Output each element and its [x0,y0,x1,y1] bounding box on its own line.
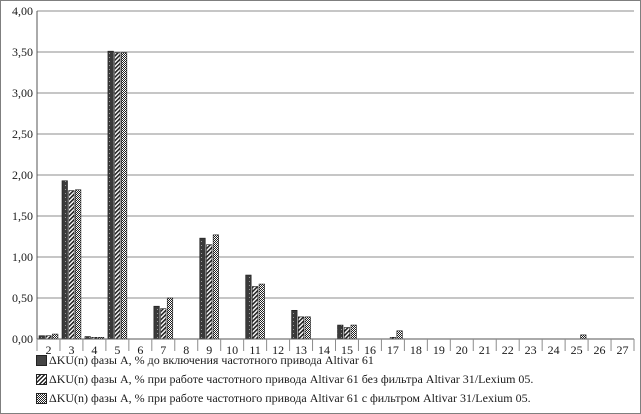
bar [350,324,357,340]
grid-lines [37,10,634,299]
x-tick-label: 5 [114,343,120,357]
x-tick-label: 2 [45,343,51,357]
legend-label: ΔKU(n) фазы А, % при работе частотного п… [49,391,531,405]
x-tick-label: 11 [249,343,261,357]
bar [121,52,128,340]
y-tick-label: 0,50 [12,291,33,305]
legend-item: ΔKU(n) фазы А, % при работе частотного п… [36,370,636,389]
bar [153,305,160,340]
y-tick-label: 4,00 [12,4,33,18]
bar [245,274,252,340]
legend-swatch [36,355,47,366]
bar [396,330,403,340]
bar [304,316,311,340]
y-tick-label: 1,00 [12,250,33,264]
x-tick-label: 10 [226,343,238,357]
x-tick-label: 7 [160,343,166,357]
bar [252,286,259,340]
bar [580,334,587,340]
bar [337,324,344,340]
bar [291,309,298,340]
x-tick-label: 4 [91,343,97,357]
x-tick-label: 22 [502,343,514,357]
bar [258,283,265,340]
y-tick-label: 0,00 [12,332,33,346]
bar [107,50,114,340]
x-tick-label: 21 [479,343,491,357]
legend-swatch [36,393,47,404]
legend-label: ΔKU(n) фазы А, % при работе частотного п… [49,372,534,386]
y-tick-label: 2,00 [12,168,33,182]
bar [114,52,121,340]
x-tick-label: 26 [594,343,606,357]
x-tick-label: 14 [318,343,330,357]
y-tick-label: 3,50 [12,45,33,59]
x-tick-label: 8 [183,343,189,357]
x-tick-label: 16 [364,343,376,357]
x-tick-label: 6 [137,343,143,357]
bar [199,237,206,340]
x-tick-label: 12 [272,343,284,357]
bar [68,190,75,340]
bar [343,327,351,340]
y-tick-label: 3,00 [12,86,33,100]
x-tick-label: 25 [571,343,583,357]
x-tick-label: 18 [410,343,422,357]
bar [75,189,82,340]
bar [212,234,219,340]
legend-item: ΔKU(n) фазы А, % при работе частотного п… [36,389,636,408]
x-tick-label: 9 [206,343,212,357]
bar [160,308,167,340]
legend: ΔKU(n) фазы А, % до включения частотного… [36,351,636,408]
bars [38,50,587,340]
x-tick-label: 13 [295,343,307,357]
y-tick-labels: 0,00 0,50 1,00 1,50 2,00 2,50 3,00 3,50 4,00 [12,4,33,346]
bar [206,244,213,340]
legend-item: ΔKU(n) фазы А, % до включения частотного… [36,351,636,370]
bar [298,316,305,340]
y-tick-label: 2,50 [12,127,33,141]
x-tick-label: 17 [387,343,399,357]
y-tick-label: 1,50 [12,209,33,223]
x-tick-label: 15 [341,343,353,357]
x-tick-label: 20 [456,343,468,357]
legend-swatch [36,374,47,385]
x-tick-labels: 2 3 4 5 6 7 8 9 10 11 12 13 14 15 16 17 18 19 20 21 22 23 24 25… [45,343,628,357]
bar [61,180,68,340]
axes [36,11,635,351]
x-tick-label: 3 [68,343,74,357]
x-tick-label: 27 [617,343,629,357]
legend-label: ΔKU(n) фазы А, % до включения частотного… [49,353,374,367]
x-tick-label: 19 [433,343,445,357]
x-tick-label: 23 [525,343,537,357]
x-tick-label: 24 [548,343,560,357]
bar [166,297,174,340]
bar [52,333,59,340]
